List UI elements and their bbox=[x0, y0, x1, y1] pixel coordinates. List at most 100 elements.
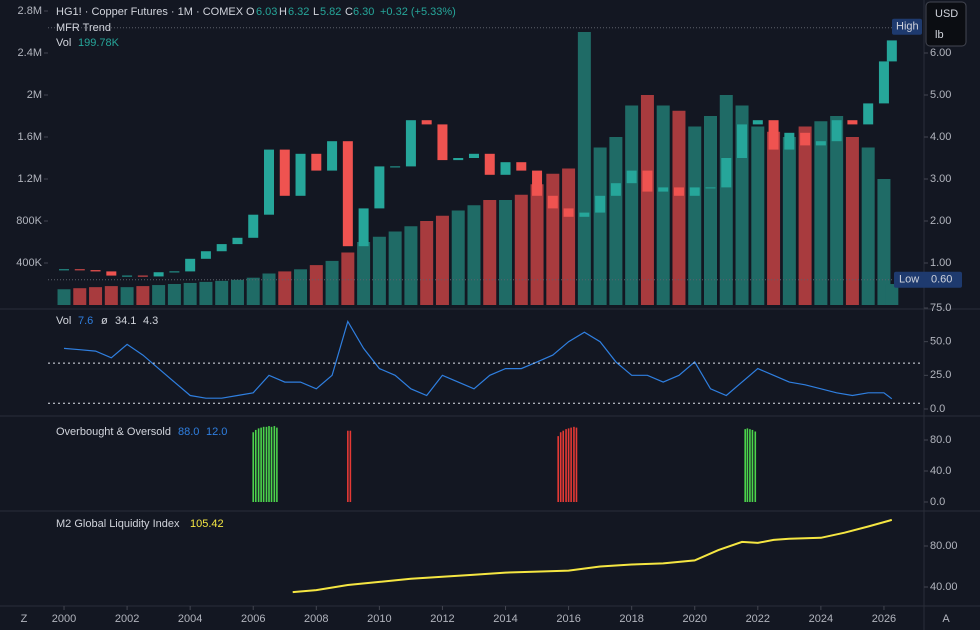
candle bbox=[200, 251, 211, 259]
volume-bar bbox=[262, 273, 276, 305]
vol-value: 199.78K bbox=[78, 37, 120, 49]
currency-frame[interactable] bbox=[925, 1, 967, 47]
y-tick-label: 2M bbox=[27, 89, 42, 101]
currency-box[interactable]: USD lb bbox=[925, 1, 967, 47]
x-tick-label: 2020 bbox=[682, 613, 706, 625]
signal-bar bbox=[349, 430, 352, 502]
volume-bar bbox=[73, 288, 87, 305]
volume-bar bbox=[751, 126, 765, 305]
signal-bar bbox=[273, 426, 276, 502]
plot: 1.00 2.00 3.00 4.00 5.00 6.00 400K 800K 1.2M 1.6M… bbox=[16, 5, 962, 625]
candle bbox=[500, 162, 511, 175]
volume-bar bbox=[483, 200, 497, 305]
indicator-title: Overbought & Oversold bbox=[56, 426, 171, 438]
x-tick-label: 2004 bbox=[178, 613, 202, 625]
line bbox=[292, 518, 893, 594]
candle bbox=[878, 61, 889, 104]
y-tick-label: 400K bbox=[16, 257, 42, 269]
signal-bar bbox=[252, 432, 255, 502]
volume-bar bbox=[514, 194, 528, 305]
y-tick-label: 2.00 bbox=[930, 215, 951, 227]
signal-bar bbox=[744, 429, 746, 502]
volume-bar bbox=[609, 137, 623, 305]
x-tick-label: 2006 bbox=[241, 613, 265, 625]
x-tick-label: 2000 bbox=[52, 613, 76, 625]
indicator-title: M2 Global Liquidity Index bbox=[56, 518, 180, 530]
candle bbox=[547, 195, 558, 209]
y-tick-label: 3.00 bbox=[930, 173, 951, 185]
signal-bar bbox=[260, 427, 262, 502]
volume-bar bbox=[89, 287, 103, 305]
volume-bar bbox=[467, 205, 481, 305]
y-tick-label: 80.0 bbox=[930, 434, 951, 446]
candle bbox=[752, 120, 763, 125]
indicator-value: 105.42 bbox=[190, 518, 224, 530]
x-tick-label: 2010 bbox=[367, 613, 391, 625]
unit[interactable]: lb bbox=[935, 29, 944, 41]
symbol: HG1! · Copper Futures · 1M · COMEX bbox=[56, 6, 244, 18]
candle bbox=[90, 270, 101, 272]
signal-bar bbox=[268, 426, 270, 502]
candle bbox=[673, 187, 684, 196]
ohlc-value: 6.32 bbox=[288, 6, 309, 18]
candle bbox=[153, 272, 164, 277]
low-tag bbox=[894, 271, 962, 288]
ohlc-key: C bbox=[345, 6, 353, 18]
candle bbox=[705, 187, 716, 189]
signal-bar bbox=[749, 429, 751, 502]
volume-bar bbox=[372, 236, 386, 305]
candle bbox=[279, 149, 290, 196]
volume-bar bbox=[546, 173, 560, 305]
high-label: High bbox=[896, 21, 919, 33]
x-tick-label: 2012 bbox=[430, 613, 454, 625]
indicator-sign: ø bbox=[101, 315, 108, 327]
y-tick-label: 25.0 bbox=[930, 369, 951, 381]
signal-bar bbox=[562, 430, 565, 502]
candle bbox=[232, 237, 243, 245]
indicator-level: 4.3 bbox=[143, 315, 158, 327]
y-tick-label: 5.00 bbox=[930, 89, 951, 101]
candle bbox=[468, 153, 479, 158]
x-tick-label: 2008 bbox=[304, 613, 328, 625]
signal-bar bbox=[270, 426, 273, 502]
zoom-button[interactable]: Z bbox=[21, 613, 28, 625]
y-tick-label: 6.00 bbox=[930, 47, 951, 59]
volume-bar bbox=[167, 284, 181, 305]
y-tick-label: 40.0 bbox=[930, 465, 951, 477]
ohlc-value: 6.03 bbox=[256, 6, 277, 18]
x-tick-label: 2014 bbox=[493, 613, 517, 625]
volume-bar bbox=[451, 210, 465, 305]
volume-bar bbox=[845, 137, 859, 305]
candle bbox=[311, 153, 322, 171]
indicator-level: 34.1 bbox=[115, 315, 136, 327]
y-tick-label: 50.0 bbox=[930, 336, 951, 348]
legend: HG1! · Copper Futures · 1M · COMEX O 6.0… bbox=[56, 6, 456, 530]
volume-bar bbox=[420, 221, 434, 305]
volume-bar bbox=[230, 279, 244, 305]
volume-bar bbox=[341, 252, 355, 305]
currency[interactable]: USD bbox=[935, 8, 958, 20]
signal-bar bbox=[570, 427, 572, 502]
signal-bar bbox=[257, 428, 260, 502]
y-tick-label: 2.4M bbox=[18, 47, 42, 59]
signal-bar bbox=[557, 436, 559, 502]
y-tick-label: 0.0 bbox=[930, 496, 945, 508]
candle bbox=[248, 214, 259, 238]
volume-bar bbox=[404, 226, 418, 305]
volume-bar bbox=[120, 287, 134, 305]
y-tick-label: 1.6M bbox=[18, 131, 42, 143]
candle bbox=[815, 141, 826, 146]
candle bbox=[768, 120, 779, 150]
candle bbox=[847, 120, 858, 125]
candle bbox=[658, 187, 669, 192]
auto-button[interactable]: A bbox=[942, 613, 950, 625]
candle bbox=[642, 170, 653, 192]
volume-bar bbox=[294, 269, 308, 305]
signal-bar bbox=[347, 430, 349, 502]
volume-bar bbox=[388, 231, 402, 305]
signal-bar bbox=[565, 429, 567, 502]
volume-bar bbox=[246, 277, 260, 305]
candle bbox=[516, 162, 527, 171]
candle bbox=[137, 275, 148, 277]
